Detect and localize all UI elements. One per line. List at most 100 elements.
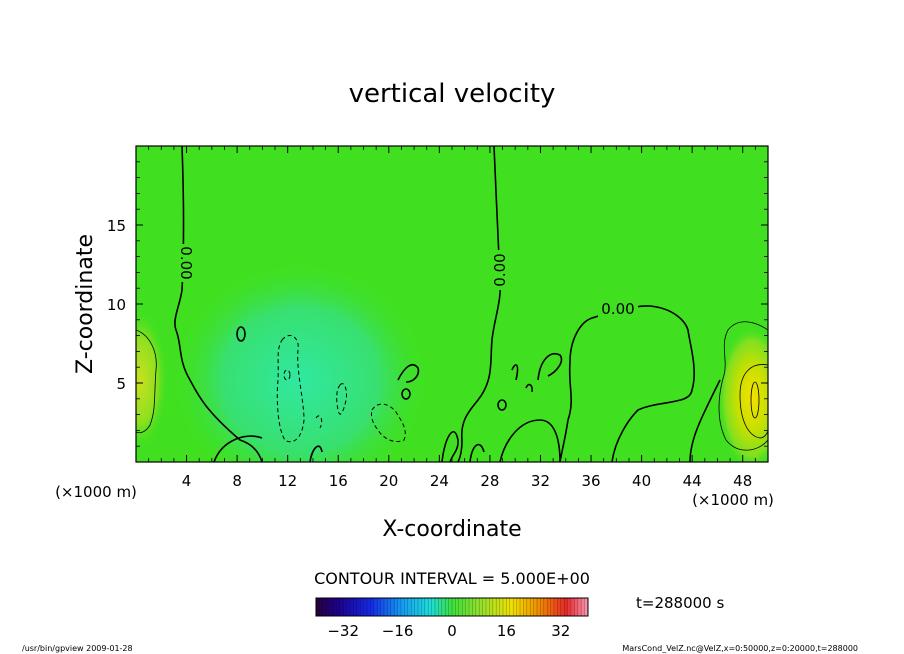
- colorbar-swatch: [533, 598, 538, 616]
- colorbar-swatch: [506, 598, 511, 616]
- contour-interval-label: CONTOUR INTERVAL = 5.000E+00: [314, 569, 590, 588]
- colorbar-swatch: [479, 598, 483, 616]
- colorbar-swatch: [411, 598, 415, 616]
- colorbar-swatch: [492, 598, 497, 616]
- colorbar-tick-label-4: 32: [551, 622, 570, 640]
- x-tick-label-3: 16: [329, 472, 348, 490]
- y-tick-label-0: 5: [116, 375, 126, 393]
- colorbar-swatch: [435, 598, 439, 616]
- colorbar-tick-label-3: 16: [497, 622, 516, 640]
- contour-label-1: 0.00: [177, 246, 195, 279]
- colorbar-swatch: [584, 598, 589, 616]
- colorbar-ticks: −32 −16 0 16 32: [327, 622, 570, 640]
- x-axis: 4 8 12 16 20 24 28 32 36 40 44 48: [148, 146, 756, 490]
- colorbar-swatch: [550, 598, 555, 616]
- colorbar-swatch: [577, 598, 582, 616]
- colorbar-swatch: [343, 598, 347, 616]
- colorbar-swatch: [418, 598, 422, 616]
- colorbar-swatch: [339, 598, 344, 616]
- colorbar-swatch: [363, 598, 368, 616]
- contour-label-bg-2: [490, 250, 510, 290]
- field-region-center: [170, 260, 430, 462]
- colorbar-swatch: [353, 598, 358, 616]
- x-tick-label-1: 8: [232, 472, 242, 490]
- colorbar-swatch: [401, 598, 405, 616]
- colorbar-swatch: [574, 598, 579, 616]
- colorbar-swatch: [554, 598, 558, 616]
- colorbar-swatch: [384, 598, 388, 616]
- colorbar-swatch: [472, 598, 477, 616]
- y-tick-label-1: 10: [107, 296, 126, 314]
- y-axis-label: Z-coordinate: [73, 234, 98, 374]
- colorbar-swatch: [428, 598, 432, 616]
- x-tick-label-6: 28: [480, 472, 499, 490]
- x-unit-right: (×1000 m): [692, 491, 774, 509]
- colorbar-tick-label-0: −32: [327, 622, 359, 640]
- colorbar-swatch: [360, 598, 364, 616]
- colorbar-swatch: [397, 598, 402, 616]
- colorbar-swatch: [377, 598, 381, 616]
- colorbar-swatch: [380, 598, 385, 616]
- colorbar-swatch: [567, 598, 572, 616]
- colorbar-swatch: [537, 598, 541, 616]
- colorbar-swatch: [513, 598, 517, 616]
- colorbar-swatch: [445, 598, 449, 616]
- x-tick-label-2: 12: [278, 472, 297, 490]
- x-tick-label-10: 44: [683, 472, 702, 490]
- y-tick-label-2: 15: [107, 217, 126, 235]
- x-tick-label-8: 36: [581, 472, 600, 490]
- x-axis-label: X-coordinate: [382, 517, 521, 542]
- plot-area: [136, 146, 768, 462]
- colorbar-swatch: [329, 598, 334, 616]
- colorbar-swatch: [503, 598, 507, 616]
- field-region-right: [718, 326, 768, 462]
- colorbar-swatch: [455, 598, 460, 616]
- colorbar-swatch: [560, 598, 565, 616]
- colorbar-swatch: [424, 598, 429, 616]
- colorbar-swatch: [530, 598, 534, 616]
- colorbar-swatch: [475, 598, 480, 616]
- colorbar-swatch: [489, 598, 494, 616]
- colorbar-swatch: [496, 598, 500, 616]
- x-tick-label-7: 32: [531, 472, 550, 490]
- colorbar-swatch: [557, 598, 562, 616]
- colorbar-tick-label-1: −16: [382, 622, 414, 640]
- colorbar-swatch: [356, 598, 361, 616]
- colorbar-swatch: [316, 598, 320, 616]
- colorbar: [315, 598, 589, 616]
- colorbar-swatch: [438, 598, 443, 616]
- x-unit-left: (×1000 m): [55, 483, 137, 501]
- contour-label-3: 0.00: [601, 300, 634, 318]
- colorbar-swatch: [346, 598, 351, 616]
- colorbar-swatch: [452, 598, 456, 616]
- colorbar-swatch: [431, 598, 436, 616]
- colorbar-swatch: [448, 598, 453, 616]
- colorbar-swatch: [462, 598, 466, 616]
- colorbar-swatch: [333, 598, 337, 616]
- x-tick-label-4: 20: [379, 472, 398, 490]
- x-tick-label-9: 40: [632, 472, 651, 490]
- colorbar-swatch: [486, 598, 490, 616]
- x-tick-label-11: 48: [733, 472, 752, 490]
- colorbar-swatch: [547, 598, 551, 616]
- x-tick-label-5: 24: [430, 472, 449, 490]
- colorbar-swatch: [469, 598, 473, 616]
- colorbar-frame: [315, 597, 589, 617]
- field-region-left: [136, 310, 168, 450]
- colorbar-swatch: [516, 598, 521, 616]
- contour-label-2: 0.00: [491, 253, 509, 286]
- colorbar-swatch: [394, 598, 398, 616]
- colorbar-swatch: [458, 598, 463, 616]
- colorbar-swatch: [390, 598, 395, 616]
- zero-contours: [174, 146, 721, 462]
- colorbar-swatch: [336, 598, 341, 616]
- colorbar-swatch: [407, 598, 412, 616]
- colorbar-swatch: [571, 598, 575, 616]
- colorbar-swatch: [499, 598, 504, 616]
- footer-left: /usr/bin/gpview 2009-01-28: [22, 644, 133, 653]
- colorbar-swatch: [465, 598, 470, 616]
- time-label: t=288000 s: [636, 594, 724, 612]
- colorbar-tick-label-2: 0: [447, 622, 457, 640]
- x-tick-label-0: 4: [182, 472, 192, 490]
